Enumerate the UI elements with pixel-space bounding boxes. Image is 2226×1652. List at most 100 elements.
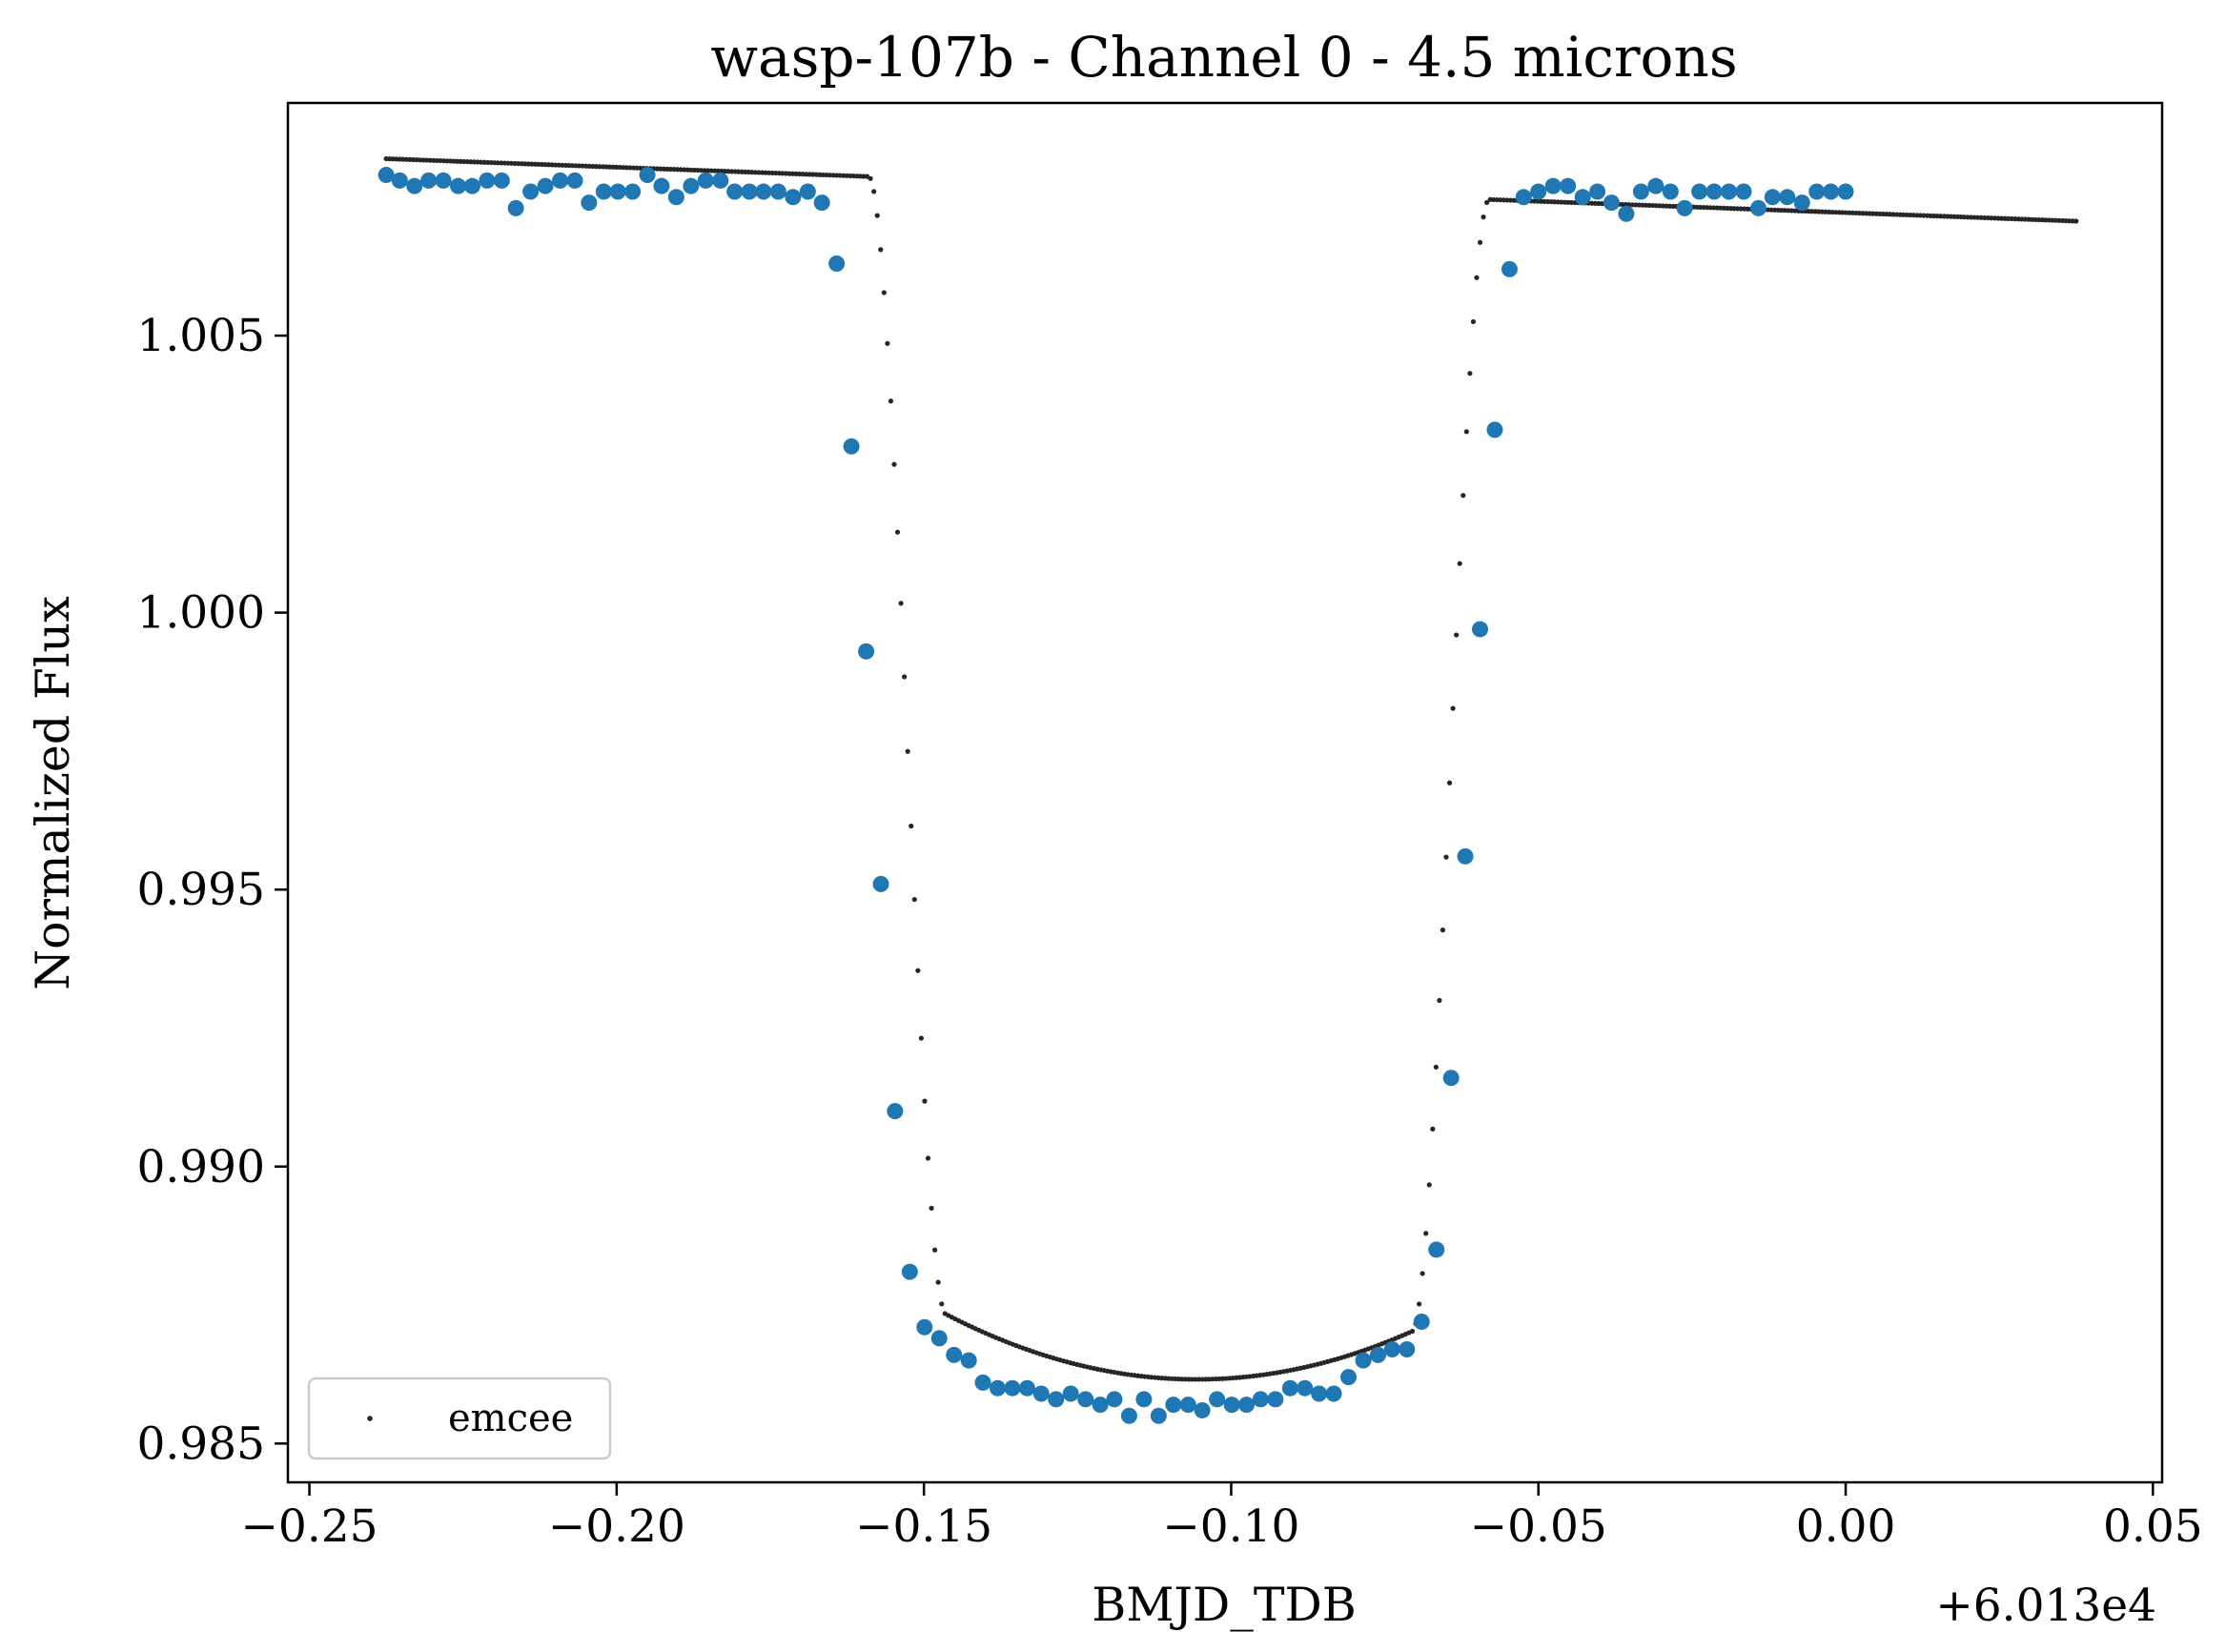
model-point [902, 674, 908, 680]
model-point [1463, 429, 1469, 435]
data-point [1281, 1379, 1298, 1397]
model-point [939, 1301, 945, 1307]
x-tick-label: 0.05 [2103, 1500, 2203, 1553]
data-point [1808, 183, 1826, 200]
legend-label-emcee: emcee [448, 1397, 573, 1440]
data-point [522, 183, 540, 200]
data-point [463, 177, 480, 194]
data-point [581, 194, 598, 212]
data-point [1048, 1391, 1065, 1408]
data-point [1340, 1369, 1358, 1386]
data-point [1238, 1397, 1256, 1414]
model-point [1437, 997, 1442, 1004]
data-point [901, 1263, 918, 1280]
model-point [918, 1035, 925, 1041]
y-tick-label: 1.000 [136, 587, 265, 640]
data-point [946, 1346, 963, 1363]
data-point [974, 1374, 991, 1391]
data-point [1501, 260, 1518, 277]
data-point [1544, 177, 1562, 194]
data-point [1428, 1241, 1445, 1258]
data-point [406, 177, 423, 194]
data-point [450, 177, 467, 194]
data-point [1194, 1401, 1211, 1418]
data-point [813, 194, 830, 212]
data-point [1179, 1397, 1196, 1414]
model-point [1409, 1328, 1416, 1335]
model-point [1433, 1064, 1439, 1071]
model-point [1481, 214, 1486, 220]
model-point [1443, 854, 1449, 860]
model-point [1474, 275, 1480, 280]
data-point [1764, 189, 1781, 206]
data-point [799, 183, 816, 200]
data-point [697, 172, 714, 189]
data-point [420, 172, 438, 189]
data-point [1165, 1397, 1182, 1414]
data-point [552, 172, 569, 189]
data-point [1297, 1379, 1314, 1397]
x-tick-label: −0.15 [855, 1500, 992, 1553]
data-point [1032, 1385, 1050, 1402]
data-point [1442, 1070, 1460, 1087]
model-point [898, 601, 904, 606]
legend-box [307, 1377, 612, 1460]
data-point [566, 172, 583, 189]
data-point [1018, 1379, 1035, 1397]
data-point [1793, 194, 1810, 212]
data-point [930, 1330, 948, 1347]
x-axis-label: BMJD_TDB [1092, 1578, 1357, 1632]
data-point [712, 172, 729, 189]
data-point [624, 183, 642, 200]
model-point [894, 529, 901, 535]
data-point [960, 1352, 977, 1369]
data-point [653, 177, 670, 194]
model-point [1470, 318, 1477, 325]
data-point [1779, 189, 1796, 206]
data-point [990, 1379, 1007, 1397]
model-point [1419, 1271, 1425, 1276]
model-point [881, 290, 887, 296]
data-point [1267, 1391, 1284, 1408]
data-point [1472, 621, 1489, 638]
data-point [1004, 1379, 1021, 1397]
model-point [1430, 1126, 1436, 1132]
data-point [1574, 189, 1591, 206]
data-point [887, 1103, 904, 1120]
data-point [507, 199, 524, 216]
model-point [929, 1205, 934, 1212]
data-point [828, 255, 846, 273]
data-point [1383, 1341, 1400, 1358]
model-point [1460, 493, 1466, 499]
x-axis: −0.25 −0.20 −0.15 −0.10 −0.05 0.00 0.05 [241, 1482, 2203, 1553]
model-point [909, 823, 914, 829]
data-point [872, 875, 889, 892]
data-point [1325, 1385, 1342, 1402]
data-point [1413, 1313, 1430, 1330]
data-point [1662, 183, 1679, 200]
data-point [1750, 199, 1767, 216]
data-point [1106, 1391, 1123, 1408]
data-point [1515, 189, 1532, 206]
y-axis-label: Normalized Flux [26, 596, 80, 990]
data-point [1705, 183, 1723, 200]
data-point [1311, 1385, 1328, 1402]
data-point [1589, 183, 1606, 200]
x-tick-label: −0.05 [1470, 1500, 1607, 1553]
data-point [1691, 183, 1708, 200]
chart-title: wasp-107b - Channel 0 - 4.5 microns [710, 25, 1737, 90]
data-point [639, 167, 656, 184]
data-point [1150, 1407, 1167, 1424]
data-point [1355, 1352, 1372, 1369]
model-point [925, 1155, 931, 1161]
legend-marker-emcee [367, 1416, 373, 1421]
x-tick-label: −0.10 [1162, 1500, 1299, 1553]
data-point [1092, 1397, 1109, 1414]
data-point [391, 172, 408, 189]
y-tick-label: 1.005 [136, 310, 265, 362]
data-point [741, 183, 758, 200]
data-point [916, 1318, 933, 1336]
model-point [915, 968, 921, 973]
data-point [1062, 1385, 1079, 1402]
